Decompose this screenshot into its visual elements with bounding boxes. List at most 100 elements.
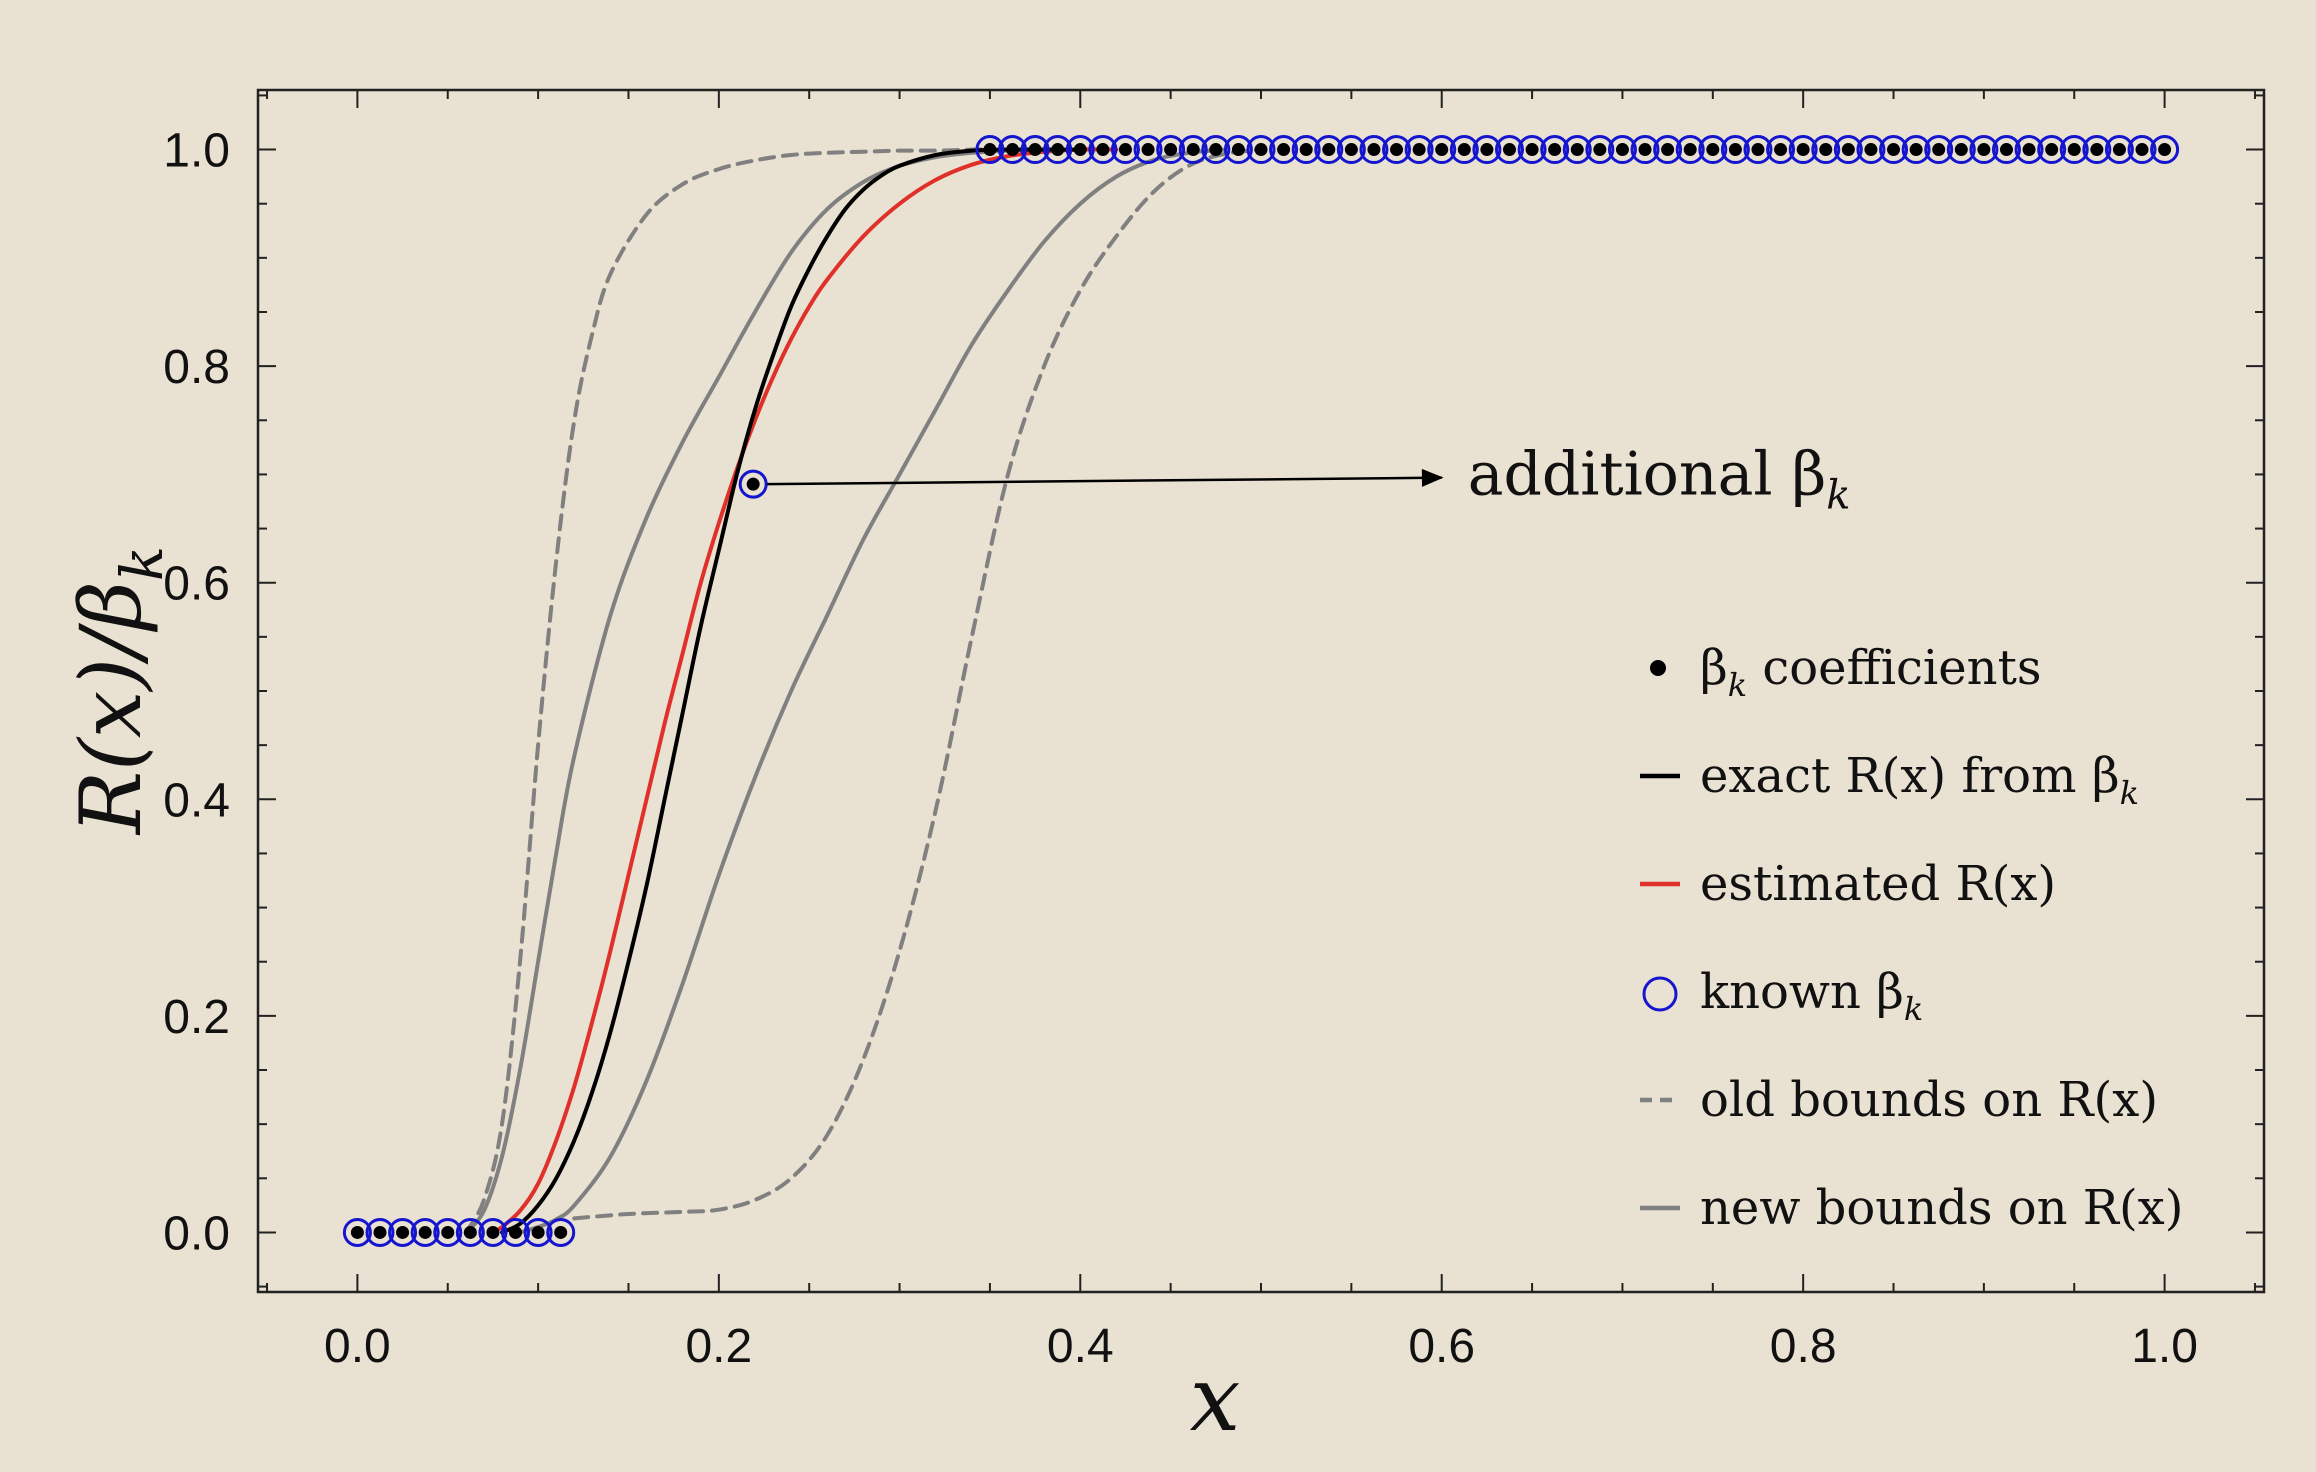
known-beta-circle bbox=[1946, 135, 1976, 165]
known-beta-circle bbox=[1901, 135, 1931, 165]
beta-coefficient-point bbox=[1186, 143, 1200, 157]
beta-coefficient-point bbox=[1706, 143, 1720, 157]
beta-coefficient-point bbox=[441, 1225, 455, 1239]
known-beta-circle bbox=[1382, 135, 1412, 165]
beta-coefficient-point bbox=[1525, 143, 1539, 157]
known-beta-circle bbox=[1833, 135, 1863, 165]
known-beta-circle bbox=[1743, 135, 1773, 165]
beta-coefficient-point bbox=[1367, 143, 1381, 157]
beta-coefficient-point bbox=[1570, 143, 1584, 157]
legend-label: exact R(x) from βk bbox=[1700, 748, 2139, 812]
beta-coefficient-point bbox=[2067, 143, 2081, 157]
known-beta-circle bbox=[1811, 135, 1841, 165]
legend-entry: exact R(x) from βk bbox=[1640, 748, 2139, 812]
known-beta-circle bbox=[1472, 135, 1502, 165]
beta-coefficient-point bbox=[1277, 143, 1291, 157]
known-beta-circle bbox=[2059, 135, 2089, 165]
beta-coefficient-point bbox=[1209, 143, 1223, 157]
legend-label: βk coefficients bbox=[1700, 640, 2042, 704]
beta-coefficient-point bbox=[1028, 143, 1042, 157]
known-beta-circle bbox=[1043, 135, 1073, 165]
known-beta-circle bbox=[1562, 135, 1592, 165]
x-tick-label: 0.4 bbox=[1047, 1320, 1114, 1373]
new-bounds-line bbox=[463, 147, 1083, 1235]
legend-label: new bounds on R(x) bbox=[1700, 1180, 2183, 1236]
beta-coefficient-point bbox=[1864, 143, 1878, 157]
legend-entry: old bounds on R(x) bbox=[1640, 1072, 2158, 1128]
known-beta-circle bbox=[1494, 135, 1524, 165]
y-tick-label: 0.4 bbox=[163, 774, 230, 827]
known-beta-circle bbox=[1156, 135, 1186, 165]
beta-coefficient-point bbox=[1841, 143, 1855, 157]
beta-coefficient-point bbox=[1774, 143, 1788, 157]
beta-coefficient-point bbox=[1615, 143, 1629, 157]
old-bounds-line bbox=[572, 147, 1263, 1221]
beta-coefficient-point bbox=[1502, 143, 1516, 157]
known-beta-circle bbox=[998, 135, 1028, 165]
beta-coefficient-point bbox=[396, 1225, 410, 1239]
beta-coefficient-point bbox=[486, 1225, 500, 1239]
y-tick-label: 0.2 bbox=[163, 991, 230, 1044]
known-beta-circle bbox=[523, 1217, 553, 1247]
beta-coefficient-point bbox=[1909, 143, 1923, 157]
known-beta-circle bbox=[1269, 135, 1299, 165]
known-beta-circle bbox=[2104, 135, 2134, 165]
beta-coefficient-point bbox=[1796, 143, 1810, 157]
known-beta-circle bbox=[1585, 135, 1615, 165]
annotation-label: additional βk bbox=[1468, 440, 1851, 519]
known-beta-circle bbox=[1924, 135, 1954, 165]
legend-entry: estimated R(x) bbox=[1640, 856, 2056, 912]
y-axis-label: R(x)/βk bbox=[62, 546, 176, 836]
beta-coefficient-point bbox=[418, 1225, 432, 1239]
known-beta-circle bbox=[2150, 135, 2180, 165]
known-beta-circle bbox=[975, 135, 1005, 165]
known-beta-circle bbox=[1856, 135, 1886, 165]
beta-coefficient-point bbox=[1322, 143, 1336, 157]
known-beta-circle bbox=[1223, 135, 1253, 165]
beta-coefficient-point bbox=[2135, 143, 2149, 157]
known-beta-circle bbox=[1991, 135, 2021, 165]
legend-entry: new bounds on R(x) bbox=[1640, 1180, 2183, 1236]
known-beta-circle bbox=[2082, 135, 2112, 165]
beta-coefficient-point bbox=[554, 1225, 568, 1239]
x-tick-label: 0.6 bbox=[1408, 1320, 1475, 1373]
legend-label: known βk bbox=[1700, 964, 1923, 1028]
known-beta-circle bbox=[2127, 135, 2157, 165]
known-beta-circle bbox=[1540, 135, 1570, 165]
old-bounds-line bbox=[463, 147, 992, 1235]
beta-coefficient-point bbox=[1118, 143, 1132, 157]
beta-coefficient-point bbox=[531, 1225, 545, 1239]
known-beta-circle bbox=[501, 1217, 531, 1247]
known-beta-circle bbox=[2014, 135, 2044, 165]
known-beta-circle bbox=[1291, 135, 1321, 165]
beta-coefficient-point bbox=[1638, 143, 1652, 157]
beta-coefficient-point bbox=[1593, 143, 1607, 157]
known-beta-circle bbox=[546, 1217, 576, 1247]
beta-coefficient-point bbox=[1096, 143, 1110, 157]
beta-coefficient-point bbox=[1819, 143, 1833, 157]
known-beta-circle bbox=[478, 1217, 508, 1247]
beta-coefficient-point bbox=[1932, 143, 1946, 157]
known-beta-circle bbox=[365, 1217, 395, 1247]
beta-coefficient-point bbox=[2022, 143, 2036, 157]
known-beta-circle bbox=[1427, 135, 1457, 165]
beta-coefficient-point bbox=[1344, 143, 1358, 157]
known-beta-circle bbox=[1630, 135, 1660, 165]
exact-line bbox=[500, 147, 1083, 1235]
known-beta-circle bbox=[738, 469, 768, 499]
known-beta-circle bbox=[1607, 135, 1637, 165]
beta-coefficient-point bbox=[1231, 143, 1245, 157]
new-bounds-line bbox=[518, 147, 1227, 1235]
beta-coefficient-point bbox=[1457, 143, 1471, 157]
known-beta-circle bbox=[433, 1217, 463, 1247]
beta-coefficient-point bbox=[1299, 143, 1313, 157]
beta-coefficient-point bbox=[1661, 143, 1675, 157]
beta-coefficient-point bbox=[2090, 143, 2104, 157]
x-tick-label: 1.0 bbox=[2131, 1320, 2198, 1373]
legend-circle-marker bbox=[1642, 976, 1678, 1012]
known-beta-circle bbox=[1246, 135, 1276, 165]
beta-coefficient-point bbox=[1141, 143, 1155, 157]
beta-coefficient-point bbox=[1073, 143, 1087, 157]
